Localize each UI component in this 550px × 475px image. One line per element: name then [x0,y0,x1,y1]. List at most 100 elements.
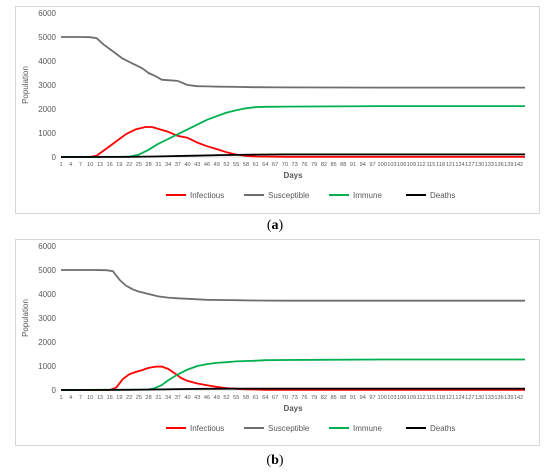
x-tick-label: 49 [214,395,220,401]
x-tick-label: 22 [126,395,132,401]
x-tick-label: 22 [126,162,132,168]
x-tick-label: 43 [194,162,200,168]
x-tick-label: 31 [155,162,161,168]
x-tick-label: 49 [214,162,220,168]
x-tick-label: 43 [194,395,200,401]
x-tick-label: 85 [330,162,336,168]
x-tick-label: 109 [407,162,416,168]
x-tick-label: 64 [262,395,268,401]
x-tick-label: 19 [116,162,122,168]
y-tick-label: 4000 [38,290,56,299]
y-tick-label: 0 [52,386,57,395]
x-tick-label: 13 [97,395,103,401]
x-tick-label: 91 [350,162,356,168]
y-tick-label: 6000 [38,9,56,18]
y-tick-label: 6000 [38,242,56,251]
x-tick-label: 34 [165,162,171,168]
legend-label-immune: Immune [353,191,382,200]
x-tick-label: 127 [465,162,474,168]
x-tick-label: 25 [136,162,142,168]
y-tick-label: 3000 [38,314,56,323]
legend-label-immune: Immune [353,424,382,433]
x-tick-label: 94 [360,162,366,168]
x-tick-label: 97 [369,395,375,401]
caption-a: (a) [266,218,284,233]
x-tick-label: 142 [514,395,523,401]
y-tick-label: 2000 [38,105,56,114]
x-tick-label: 40 [184,395,190,401]
legend-label-deaths: Deaths [430,424,455,433]
series-line-infectious [61,365,525,391]
x-tick-label: 58 [243,395,249,401]
x-tick-label: 115 [426,162,435,168]
x-tick-label: 19 [116,395,122,401]
y-tick-label: 5000 [38,33,56,42]
x-tick-label: 70 [282,395,288,401]
x-tick-label: 1 [59,162,62,168]
x-tick-label: 76 [301,395,307,401]
x-tick-label: 97 [369,162,375,168]
x-tick-label: 139 [504,162,513,168]
y-tick-label: 0 [52,153,57,162]
x-tick-label: 4 [69,162,72,168]
x-tick-label: 37 [175,395,181,401]
x-tick-label: 121 [446,162,455,168]
x-tick-label: 31 [155,395,161,401]
x-tick-label: 28 [145,162,151,168]
series-line-deaths [60,153,525,158]
x-tick-label: 58 [243,162,249,168]
x-tick-label: 103 [387,395,396,401]
x-tick-label: 79 [311,395,317,401]
x-tick-label: 55 [233,395,239,401]
x-tick-label: 16 [107,395,113,401]
y-axis-title: Population [21,66,30,104]
x-tick-label: 124 [455,395,464,401]
x-tick-label: 46 [204,162,210,168]
x-tick-label: 10 [87,162,93,168]
x-tick-label: 73 [292,162,298,168]
series-line-susceptible [61,269,525,302]
x-tick-label: 40 [184,162,190,168]
x-tick-label: 85 [330,395,336,401]
x-tick-label: 4 [69,395,72,401]
y-tick-label: 1000 [38,362,56,371]
series-line-immune [60,105,525,158]
x-tick-label: 118 [436,162,445,168]
x-tick-label: 124 [455,162,464,168]
chart-a: Population 0 1000 2000 3000 4000 5000 6000 1 4 7 10… [21,9,525,200]
x-tick-label: 112 [417,395,426,401]
x-tick-label: 70 [282,162,288,168]
x-tick-label: 130 [475,162,484,168]
x-tick-label: 34 [165,395,171,401]
x-tick-label: 88 [340,395,346,401]
x-tick-label: 133 [485,395,494,401]
legend-label-susceptible: Susceptible [268,424,310,433]
x-tick-label: 25 [136,395,142,401]
x-tick-label: 103 [387,162,396,168]
x-tick-label: 82 [321,395,327,401]
x-tick-label: 136 [494,395,503,401]
x-tick-label: 100 [378,162,387,168]
x-tick-label: 112 [417,162,426,168]
caption-b: (b) [266,453,284,468]
x-tick-label: 37 [175,162,181,168]
x-tick-label: 130 [475,395,484,401]
x-tick-label: 100 [378,395,387,401]
series-line-immune [60,358,525,391]
x-tick-label: 55 [233,162,239,168]
x-tick-label: 46 [204,395,210,401]
y-tick-label: 3000 [38,81,56,90]
x-tick-label: 52 [223,162,229,168]
y-tick-label: 5000 [38,266,56,275]
x-tick-label: 7 [79,162,82,168]
x-tick-label: 67 [272,162,278,168]
legend-label-infectious: Infectious [190,424,224,433]
x-tick-label: 73 [292,395,298,401]
legend-label-infectious: Infectious [190,191,224,200]
legend-label-deaths: Deaths [430,191,455,200]
x-tick-label: 94 [360,395,366,401]
x-tick-label: 91 [350,395,356,401]
x-tick-label: 82 [321,162,327,168]
x-tick-label: 127 [465,395,474,401]
x-tick-label: 115 [426,395,435,401]
